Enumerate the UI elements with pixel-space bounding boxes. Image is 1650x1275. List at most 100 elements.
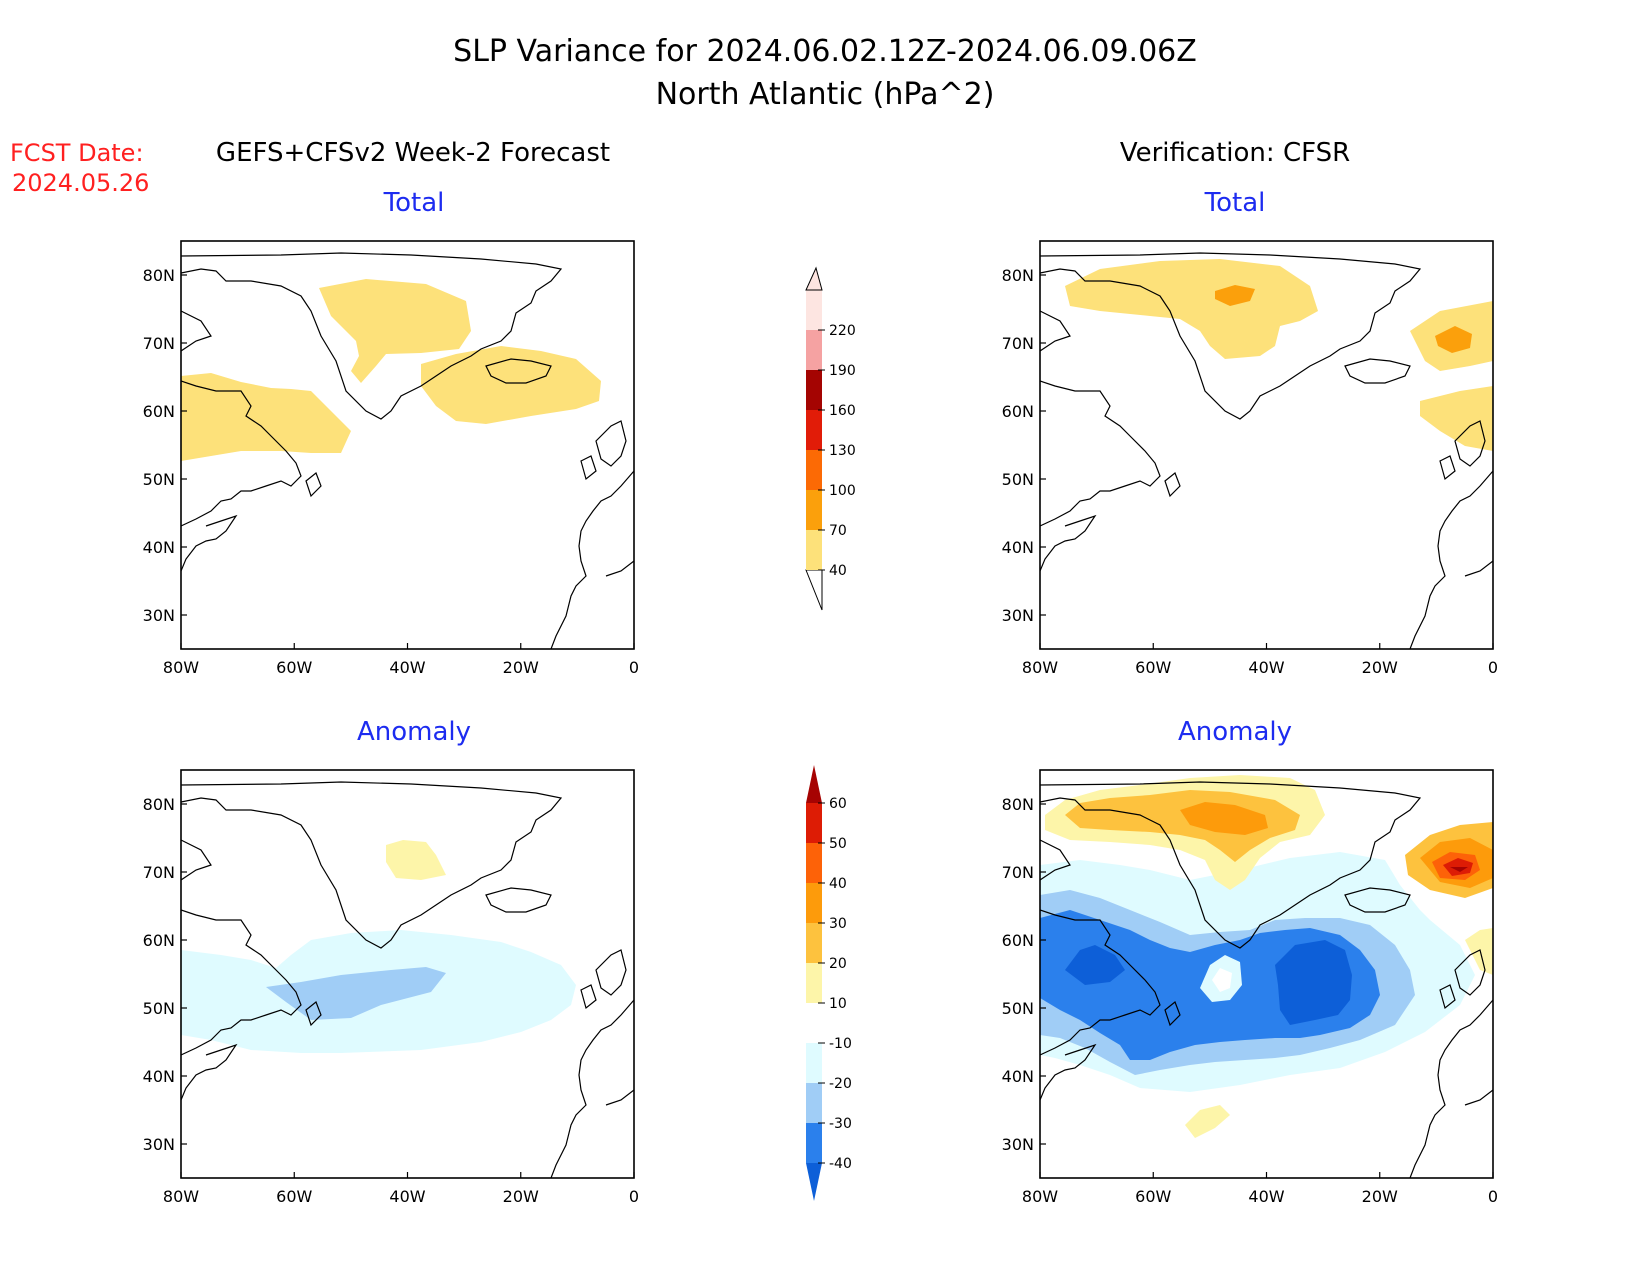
shade-orange-greenland — [1180, 802, 1268, 835]
shade-pale-yellow-north-sea — [1465, 928, 1493, 975]
colorbar-lower-tip — [805, 569, 823, 611]
y-tick-label: 40N — [1002, 538, 1034, 557]
colorbar-box — [806, 410, 822, 450]
shade-dark-blue-east — [1275, 940, 1352, 1025]
forecast-header: GEFS+CFSv2 Week-2 Forecast — [216, 138, 610, 168]
figure-title-line2: North Atlantic (hPa^2) — [656, 77, 995, 112]
shade-orange-norwegian-sea — [1435, 326, 1472, 353]
colorbar-box — [806, 1043, 822, 1083]
colorbar-box — [806, 923, 822, 963]
y-tick-label: 70N — [143, 863, 175, 882]
axis-ticks: 80W 60W 40W 20W 0 80N 70N 60N 50N 40N 30N — [1002, 795, 1498, 1206]
x-tick-label: 60W — [1135, 1187, 1171, 1206]
y-tick-label: 80N — [1002, 795, 1034, 814]
colorbar-box — [806, 843, 822, 883]
shade-yellow-labrador — [181, 373, 351, 461]
y-tick-label: 60N — [143, 402, 175, 421]
y-tick-label: 40N — [1002, 1067, 1034, 1086]
colorbar-box — [806, 330, 822, 370]
x-tick-label: 80W — [163, 1187, 199, 1206]
colorbar-label: 30 — [829, 916, 847, 932]
colorbar-label: 20 — [829, 956, 847, 972]
colorbar-label: 220 — [829, 323, 856, 339]
x-tick-label: 0 — [1488, 1187, 1498, 1206]
colorbar-label: 130 — [829, 443, 856, 459]
x-tick-label: 40W — [1248, 1187, 1284, 1206]
map-panel-verification-total: 80W 60W 40W 20W 0 80N 70N 60N 50N 40N 30N — [1002, 240, 1498, 677]
x-tick-label: 40W — [1248, 658, 1284, 677]
x-tick-label: 80W — [1022, 658, 1058, 677]
shade-yellow-north-sea — [1420, 386, 1493, 451]
colorbar-label: 40 — [829, 876, 847, 892]
y-tick-label: 60N — [1002, 931, 1034, 950]
y-tick-label: 30N — [1002, 1135, 1034, 1154]
colorbar-label: 10 — [829, 996, 847, 1012]
verification-header: Verification: CFSR — [1120, 138, 1350, 168]
shade-yellow-iceland-sea — [421, 346, 601, 424]
shade-white-hole — [1212, 968, 1232, 992]
coastlines — [181, 781, 634, 1178]
fcst-date-value: 2024.05.26 — [12, 169, 149, 197]
fcst-date-label: FCST Date: — [10, 139, 144, 167]
colorbar-box — [806, 370, 822, 410]
figure-title-line1: SLP Variance for 2024.06.02.12Z-2024.06.… — [453, 34, 1197, 69]
colorbar-box — [806, 530, 822, 570]
colorbar-label: -40 — [829, 1156, 852, 1172]
x-tick-label: 20W — [1362, 1187, 1398, 1206]
colorbar-box — [806, 1123, 822, 1163]
coastlines — [1040, 781, 1493, 1178]
axis-ticks: 80W 60W 40W 20W 0 80N 70N 60N 50N 40N 30N — [1002, 266, 1498, 677]
y-tick-label: 50N — [143, 999, 175, 1018]
x-tick-label: 0 — [1488, 658, 1498, 677]
colorbar-total: 40 70 100 130 160 190 220 — [805, 266, 856, 611]
colorbar-label: 190 — [829, 363, 856, 379]
colorbar-box — [806, 1003, 822, 1043]
y-tick-label: 30N — [143, 1135, 175, 1154]
x-tick-label: 80W — [1022, 1187, 1058, 1206]
shade-dark-red-core — [1450, 867, 1468, 872]
x-tick-label: 20W — [1362, 658, 1398, 677]
x-tick-label: 40W — [389, 1187, 425, 1206]
x-tick-label: 60W — [276, 1187, 312, 1206]
y-tick-label: 60N — [143, 931, 175, 950]
colorbar-label: -20 — [829, 1076, 852, 1092]
y-tick-label: 70N — [143, 334, 175, 353]
panel-title-verification-anomaly: Anomaly — [1178, 717, 1292, 747]
x-tick-label: 20W — [503, 1187, 539, 1206]
colorbar-label: 60 — [829, 796, 847, 812]
colorbar-box — [806, 450, 822, 490]
shade-pale-yellow — [386, 840, 446, 880]
y-tick-label: 50N — [1002, 470, 1034, 489]
y-tick-label: 70N — [1002, 863, 1034, 882]
panel-title-verification-total: Total — [1204, 188, 1266, 218]
coastlines — [1040, 252, 1493, 649]
panel-title-forecast-anomaly: Anomaly — [357, 717, 471, 747]
y-tick-label: 50N — [143, 470, 175, 489]
y-tick-label: 40N — [143, 538, 175, 557]
y-tick-label: 70N — [1002, 334, 1034, 353]
map-panel-forecast-anomaly: 80W 60W 40W 20W 0 80N 70N 60N 50N 40N 30N — [143, 769, 639, 1206]
colorbar-box — [806, 1083, 822, 1123]
shade-pale-yellow-azores — [1185, 1105, 1230, 1138]
colorbar-label: 50 — [829, 836, 847, 852]
colorbar-upper-tip — [806, 765, 822, 803]
colorbar-box — [806, 290, 822, 330]
colorbar-label: 70 — [829, 523, 847, 539]
colorbar-box — [806, 883, 822, 923]
coastlines — [181, 252, 634, 649]
x-tick-label: 60W — [276, 658, 312, 677]
x-tick-label: 0 — [629, 1187, 639, 1206]
colorbar-label: -30 — [829, 1116, 852, 1132]
x-tick-label: 0 — [629, 658, 639, 677]
shade-yellow-greenland — [319, 279, 471, 383]
y-tick-label: 40N — [143, 1067, 175, 1086]
y-tick-label: 80N — [1002, 266, 1034, 285]
y-tick-label: 50N — [1002, 999, 1034, 1018]
x-tick-label: 40W — [389, 658, 425, 677]
axis-ticks: 80W 60W 40W 20W 0 80N 70N 60N 50N 40N 30N — [143, 266, 639, 677]
colorbar-label: 100 — [829, 483, 856, 499]
shade-dark-blue-west — [1065, 945, 1125, 985]
colorbar-lower-tip — [806, 1163, 822, 1201]
y-tick-label: 80N — [143, 795, 175, 814]
y-tick-label: 30N — [1002, 606, 1034, 625]
